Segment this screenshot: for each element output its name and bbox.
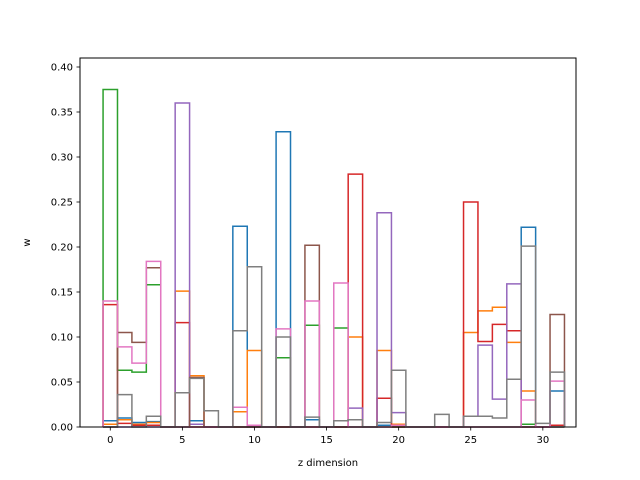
- y-axis: 0.00 0.05 0.10 0.15 0.20 0.25 0.30 0.35 0.40: [51, 63, 80, 434]
- x-tick-label: 20: [392, 435, 405, 446]
- y-axis-label: w: [22, 238, 33, 246]
- x-tick-label: 5: [179, 435, 185, 446]
- x-tick-label: 10: [248, 435, 261, 446]
- x-axis-label: z dimension: [298, 458, 358, 469]
- y-tick-label: 0.25: [51, 198, 73, 209]
- y-tick-label: 0.15: [51, 288, 73, 299]
- y-tick-label: 0.05: [51, 378, 73, 389]
- y-tick-label: 0.35: [51, 108, 73, 119]
- y-tick-label: 0.20: [51, 243, 73, 254]
- x-tick-label: 25: [464, 435, 477, 446]
- y-tick-label: 0.00: [51, 423, 73, 434]
- y-tick-label: 0.10: [51, 333, 73, 344]
- y-tick-label: 0.40: [51, 63, 73, 74]
- x-axis: 0 5 10 15 20 25 30: [107, 427, 549, 446]
- y-tick-label: 0.30: [51, 153, 73, 164]
- x-tick-label: 30: [536, 435, 549, 446]
- x-tick-label: 15: [320, 435, 333, 446]
- series-4-step: [103, 102, 565, 428]
- plot-frame: [79, 57, 577, 428]
- x-tick-label: 0: [107, 435, 113, 446]
